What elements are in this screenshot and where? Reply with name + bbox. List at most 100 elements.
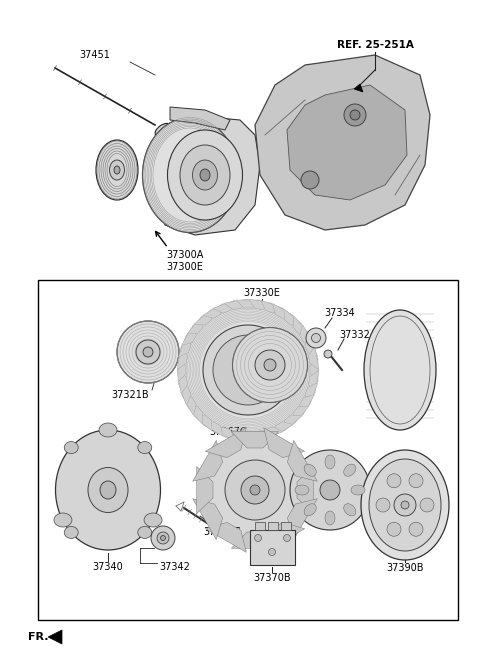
Ellipse shape <box>387 522 401 536</box>
Ellipse shape <box>96 140 138 200</box>
Ellipse shape <box>155 123 171 136</box>
Ellipse shape <box>409 474 423 488</box>
Ellipse shape <box>325 455 335 469</box>
Ellipse shape <box>56 430 160 550</box>
Ellipse shape <box>344 464 356 476</box>
Polygon shape <box>264 522 305 552</box>
Ellipse shape <box>138 526 152 539</box>
Ellipse shape <box>264 359 276 371</box>
Ellipse shape <box>138 441 152 453</box>
Ellipse shape <box>192 160 217 190</box>
Ellipse shape <box>144 513 162 527</box>
Text: FR.: FR. <box>28 632 48 642</box>
Polygon shape <box>308 346 319 370</box>
Ellipse shape <box>376 498 390 512</box>
Ellipse shape <box>304 504 316 516</box>
Polygon shape <box>213 300 235 313</box>
Ellipse shape <box>151 526 175 550</box>
Ellipse shape <box>109 160 124 180</box>
Bar <box>38 280 458 620</box>
Polygon shape <box>293 316 309 334</box>
Polygon shape <box>236 300 260 308</box>
Bar <box>268 522 278 530</box>
Ellipse shape <box>351 485 365 495</box>
Polygon shape <box>48 630 62 644</box>
Ellipse shape <box>420 498 434 512</box>
Ellipse shape <box>64 526 78 539</box>
Polygon shape <box>203 422 223 437</box>
Polygon shape <box>203 303 223 318</box>
Ellipse shape <box>301 171 319 189</box>
Text: REF. 25-251A: REF. 25-251A <box>336 40 413 50</box>
Text: 37370B: 37370B <box>253 573 291 583</box>
Ellipse shape <box>387 474 401 488</box>
Text: 37340: 37340 <box>93 562 123 572</box>
Text: 37338C: 37338C <box>203 527 241 537</box>
Text: 37300E: 37300E <box>167 262 204 272</box>
Ellipse shape <box>295 485 309 495</box>
Polygon shape <box>300 325 314 346</box>
Ellipse shape <box>324 350 332 358</box>
Polygon shape <box>273 422 293 437</box>
Polygon shape <box>213 427 235 440</box>
Polygon shape <box>236 432 260 440</box>
Ellipse shape <box>200 435 310 545</box>
Bar <box>255 522 265 530</box>
Ellipse shape <box>117 321 179 383</box>
Polygon shape <box>160 115 260 235</box>
Text: 37330E: 37330E <box>243 288 280 298</box>
Polygon shape <box>197 466 213 514</box>
Polygon shape <box>255 55 430 230</box>
Ellipse shape <box>304 464 316 476</box>
Text: 37342: 37342 <box>159 562 191 572</box>
Polygon shape <box>177 371 188 394</box>
Text: 37332: 37332 <box>339 330 371 340</box>
Polygon shape <box>231 532 278 548</box>
Bar <box>250 530 295 565</box>
Polygon shape <box>231 432 278 448</box>
Ellipse shape <box>344 504 356 516</box>
Ellipse shape <box>64 441 78 453</box>
Polygon shape <box>178 358 186 382</box>
Polygon shape <box>248 430 272 441</box>
Ellipse shape <box>254 535 262 541</box>
Polygon shape <box>305 335 318 358</box>
Ellipse shape <box>88 468 128 512</box>
Polygon shape <box>170 107 230 130</box>
Ellipse shape <box>54 513 72 527</box>
Ellipse shape <box>401 501 409 509</box>
Ellipse shape <box>325 511 335 525</box>
Ellipse shape <box>320 480 340 500</box>
Polygon shape <box>297 466 313 514</box>
Polygon shape <box>205 428 246 458</box>
Text: 37300A: 37300A <box>166 250 204 260</box>
Ellipse shape <box>268 548 276 556</box>
Polygon shape <box>300 395 314 415</box>
Ellipse shape <box>180 145 230 205</box>
Ellipse shape <box>168 130 242 220</box>
Text: 37321B: 37321B <box>111 390 149 400</box>
Text: 37451: 37451 <box>80 50 110 60</box>
Text: 37367C: 37367C <box>209 427 247 437</box>
Polygon shape <box>305 382 318 405</box>
Ellipse shape <box>157 532 169 544</box>
Polygon shape <box>178 382 191 405</box>
Polygon shape <box>284 415 302 432</box>
Ellipse shape <box>306 328 326 348</box>
Ellipse shape <box>136 340 160 364</box>
Polygon shape <box>187 316 203 334</box>
Bar <box>281 522 291 530</box>
Polygon shape <box>177 346 188 370</box>
Polygon shape <box>284 309 302 325</box>
Polygon shape <box>264 428 305 458</box>
Polygon shape <box>288 499 317 540</box>
Polygon shape <box>224 430 248 441</box>
Ellipse shape <box>350 110 360 120</box>
Ellipse shape <box>160 535 166 541</box>
Ellipse shape <box>143 347 153 357</box>
Text: 37390B: 37390B <box>386 563 424 573</box>
Polygon shape <box>181 395 196 415</box>
Polygon shape <box>273 303 293 318</box>
Ellipse shape <box>284 535 290 541</box>
Ellipse shape <box>361 450 449 560</box>
